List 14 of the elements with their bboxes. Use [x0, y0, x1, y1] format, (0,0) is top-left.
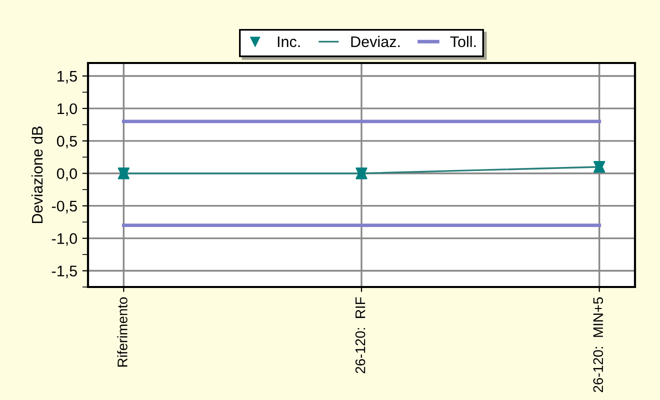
y-tick-label: 1,5	[58, 71, 77, 84]
y-axis-title: Deviazione dB	[31, 126, 43, 223]
x-tick-label: 26-120: RIF	[355, 297, 366, 374]
legend-label: Toll.	[450, 36, 476, 48]
legend-label: Inc.	[278, 36, 300, 48]
x-tick-label: 26-120: MIN+5	[593, 297, 604, 392]
y-tick-label: -1,5	[52, 266, 77, 278]
legend-label: Deviaz.	[351, 36, 400, 48]
y-tick-label: 0,0	[56, 168, 77, 181]
y-tick-label: -0,5	[52, 200, 77, 214]
y-tick-label: 0,5	[56, 136, 77, 148]
y-tick-label: 1,0	[58, 103, 77, 116]
y-tick-label: -1,0	[52, 233, 77, 246]
x-tick-label: Riferimento	[117, 297, 128, 367]
